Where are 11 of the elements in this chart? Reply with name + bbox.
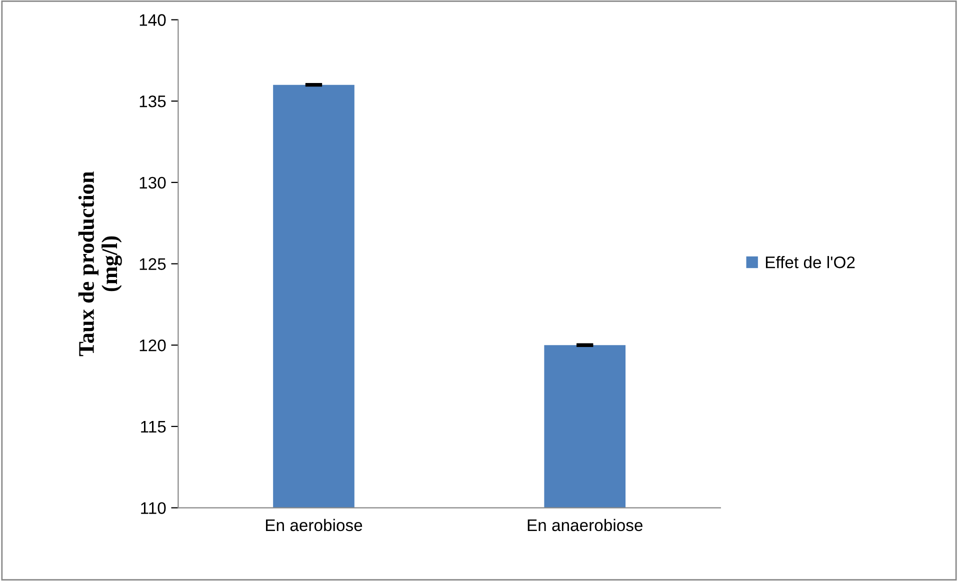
y-tick-label: 130	[140, 176, 166, 189]
x-tick-label: En anaerobiose	[528, 518, 642, 532]
y-axis-title: Taux de production (mg/l)	[78, 171, 122, 356]
x-tick-label: En aerobiose	[266, 518, 362, 532]
y-tick-label: 115	[141, 421, 166, 433]
legend-label: Effet de l'O2	[766, 256, 855, 268]
y-tick-label: 120	[140, 340, 166, 352]
y-tick-label: 140	[140, 14, 166, 26]
y-tick-label: 135	[140, 95, 166, 108]
y-tick-label: 110	[141, 502, 166, 514]
y-tick-label: 125	[140, 258, 166, 270]
